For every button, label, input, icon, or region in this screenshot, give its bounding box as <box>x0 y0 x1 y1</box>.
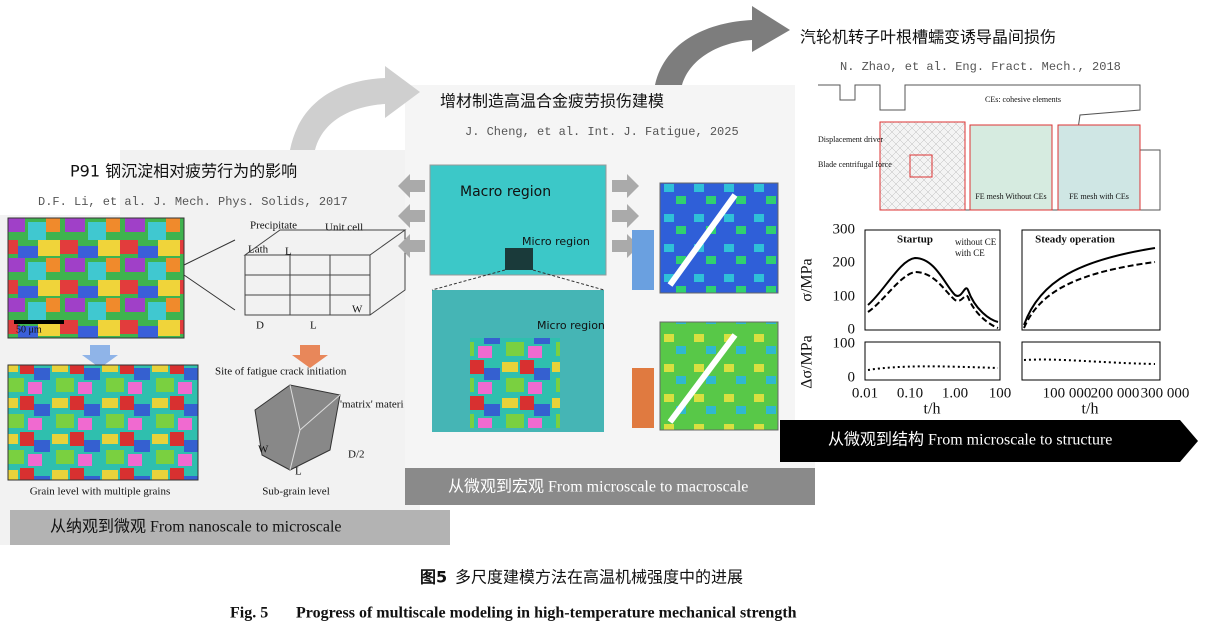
down-arrow <box>292 345 328 368</box>
reference: J. Cheng, et al. Int. J. Fatigue, 2025 <box>465 125 739 139</box>
reference: D.F. Li, et al. J. Mech. Phys. Solids, 2… <box>38 195 348 209</box>
y-tick-label: 100 <box>833 335 856 351</box>
caption-text: 多尺度建模方法在高温机械强度中的进展 <box>455 568 743 587</box>
annotation: Grain level with multiple grains <box>30 486 171 498</box>
annotation: W <box>352 304 363 316</box>
axis-label: σ/MPa <box>799 258 816 301</box>
panel-title: 增材制造高温合金疲劳损伤建模 <box>440 92 664 111</box>
axis-label: t/h <box>924 401 941 418</box>
flow-arrow <box>290 66 420 150</box>
annotation: Site of fatigue crack initiation <box>215 366 347 378</box>
annotation: FE mesh Without CEs <box>975 192 1046 201</box>
fe-mesh <box>969 124 1053 211</box>
zoom-line <box>183 239 236 311</box>
annotation: L <box>285 246 292 258</box>
panel-background <box>795 22 1213 422</box>
crack <box>667 333 738 424</box>
side-arrows <box>398 174 639 258</box>
panel-caption: 从微观到结构 From microscale to structure <box>828 431 1112 449</box>
annotation: 50 μm <box>16 324 42 335</box>
stress-curve <box>867 261 1156 329</box>
x-tick-label: 0.10 <box>897 385 923 401</box>
annotation: L <box>295 466 302 478</box>
x-tick-label: 0.01 <box>852 385 878 401</box>
grain-map <box>7 364 199 481</box>
plot-title: Steady operation <box>1035 234 1115 246</box>
y-tick-label: 200 <box>833 254 856 270</box>
annotation: Lath <box>248 244 269 256</box>
y-tick-label: 300 <box>833 221 856 237</box>
zoom-line <box>431 269 605 291</box>
annotation: Precipitate <box>250 220 297 232</box>
annotation: FE mesh with CEs <box>1069 192 1129 201</box>
stress-curve <box>867 247 1156 326</box>
axis-label: Δσ/MPa <box>799 335 816 389</box>
caption-text: Progress of multiscale modeling in high-… <box>296 605 797 622</box>
cube-sketch <box>254 384 341 471</box>
colorbar <box>632 230 654 290</box>
fe-mesh <box>1057 124 1141 211</box>
axis-label: t/h <box>1082 401 1099 418</box>
annotation: Micro region <box>537 319 605 332</box>
annotation: Displacement driver <box>818 135 883 144</box>
panel-title: P91 钢沉淀相对疲劳行为的影响 <box>70 162 297 181</box>
colorbar <box>632 368 654 428</box>
panel-caption: 从微观到宏观 From microscale to macroscale <box>448 478 748 496</box>
x-tick-label: 100 000 <box>1043 385 1092 401</box>
annotation: Sub-grain level <box>262 486 330 498</box>
unit-cell-sketch <box>243 229 407 316</box>
plot-frame <box>864 229 1161 381</box>
flow-arrow <box>655 6 790 85</box>
zoom-box <box>909 154 933 178</box>
x-tick-label: 200 000 <box>1091 385 1140 401</box>
annotation: W <box>258 444 269 456</box>
stress-difference-curve <box>867 358 1156 371</box>
caption-bar <box>405 468 815 505</box>
scale-bar <box>14 320 64 324</box>
annotation: L <box>310 320 317 332</box>
annotation: Unit cell <box>325 222 363 234</box>
micro-region-marker <box>505 248 533 270</box>
caption-label: 图5 <box>420 568 447 587</box>
caption-bar <box>780 420 1198 462</box>
legend-entry: without CE <box>955 237 997 247</box>
ebsd-map <box>7 217 185 339</box>
caption-bar <box>10 510 450 545</box>
annotation: Macro region <box>460 184 551 200</box>
x-tick-label: 300 000 <box>1141 385 1190 401</box>
annotation: Micro region <box>522 235 590 248</box>
plot-title: Startup <box>897 234 933 246</box>
annotation: CEs: cohesive elements <box>985 95 1061 104</box>
reference: N. Zhao, et al. Eng. Fract. Mech., 2018 <box>840 60 1121 74</box>
x-tick-label: 1.00 <box>942 385 968 401</box>
panel-caption: 从纳观到微观 From nanoscale to microscale <box>50 518 342 536</box>
micro-grains <box>470 338 560 428</box>
x-tick-label: 100 <box>989 385 1012 401</box>
y-tick-label: 0 <box>848 321 856 337</box>
annotation: D <box>256 320 264 332</box>
y-tick-label: 100 <box>833 288 856 304</box>
annotation: D/2 <box>348 449 365 461</box>
down-arrow <box>82 345 118 368</box>
y-tick-label: 0 <box>848 369 856 385</box>
legend-entry: with CE <box>955 248 985 258</box>
mesh-region <box>879 121 966 211</box>
annotation: Blade centrifugal force <box>818 160 892 169</box>
annotation: 'matrix' materi <box>340 399 404 411</box>
panel-title: 汽轮机转子叶根槽蠕变诱导晶间损伤 <box>800 28 1056 47</box>
caption-label: Fig. 5 <box>230 605 268 622</box>
crack <box>667 193 738 287</box>
